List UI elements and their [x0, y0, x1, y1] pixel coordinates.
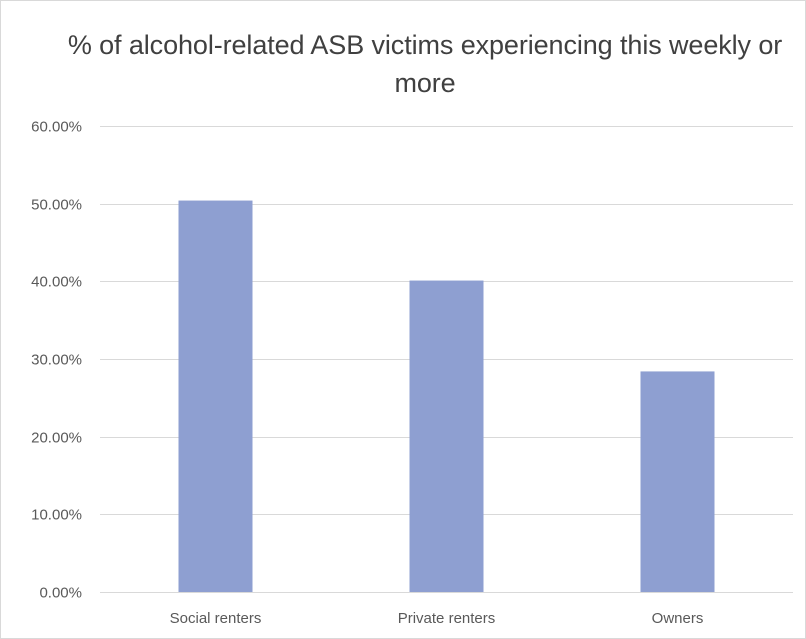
- bar-owners: [640, 371, 715, 592]
- y-tick-label: 60.00%: [31, 119, 82, 136]
- x-tick-label: Social renters: [170, 610, 262, 627]
- chart-title: % of alcohol-related ASB victims experie…: [67, 30, 783, 98]
- bar-private-renters: [409, 280, 484, 592]
- y-tick-label: 30.00%: [31, 352, 82, 369]
- y-tick-label: 50.00%: [31, 197, 82, 214]
- bars: [178, 200, 715, 592]
- y-axis-tick-labels: 0.00% 10.00% 20.00% 30.00% 40.00% 50.00% 60.00…: [31, 119, 82, 602]
- y-tick-label: 10.00%: [31, 507, 82, 524]
- x-axis-tick-labels: Social renters Private renters Owners: [170, 610, 704, 627]
- x-tick-label: Owners: [652, 610, 704, 627]
- y-tick-label: 20.00%: [31, 430, 82, 447]
- bar-social-renters: [178, 200, 253, 592]
- y-tick-label: 0.00%: [39, 585, 82, 602]
- x-tick-label: Private renters: [398, 610, 496, 627]
- y-tick-label: 40.00%: [31, 274, 82, 291]
